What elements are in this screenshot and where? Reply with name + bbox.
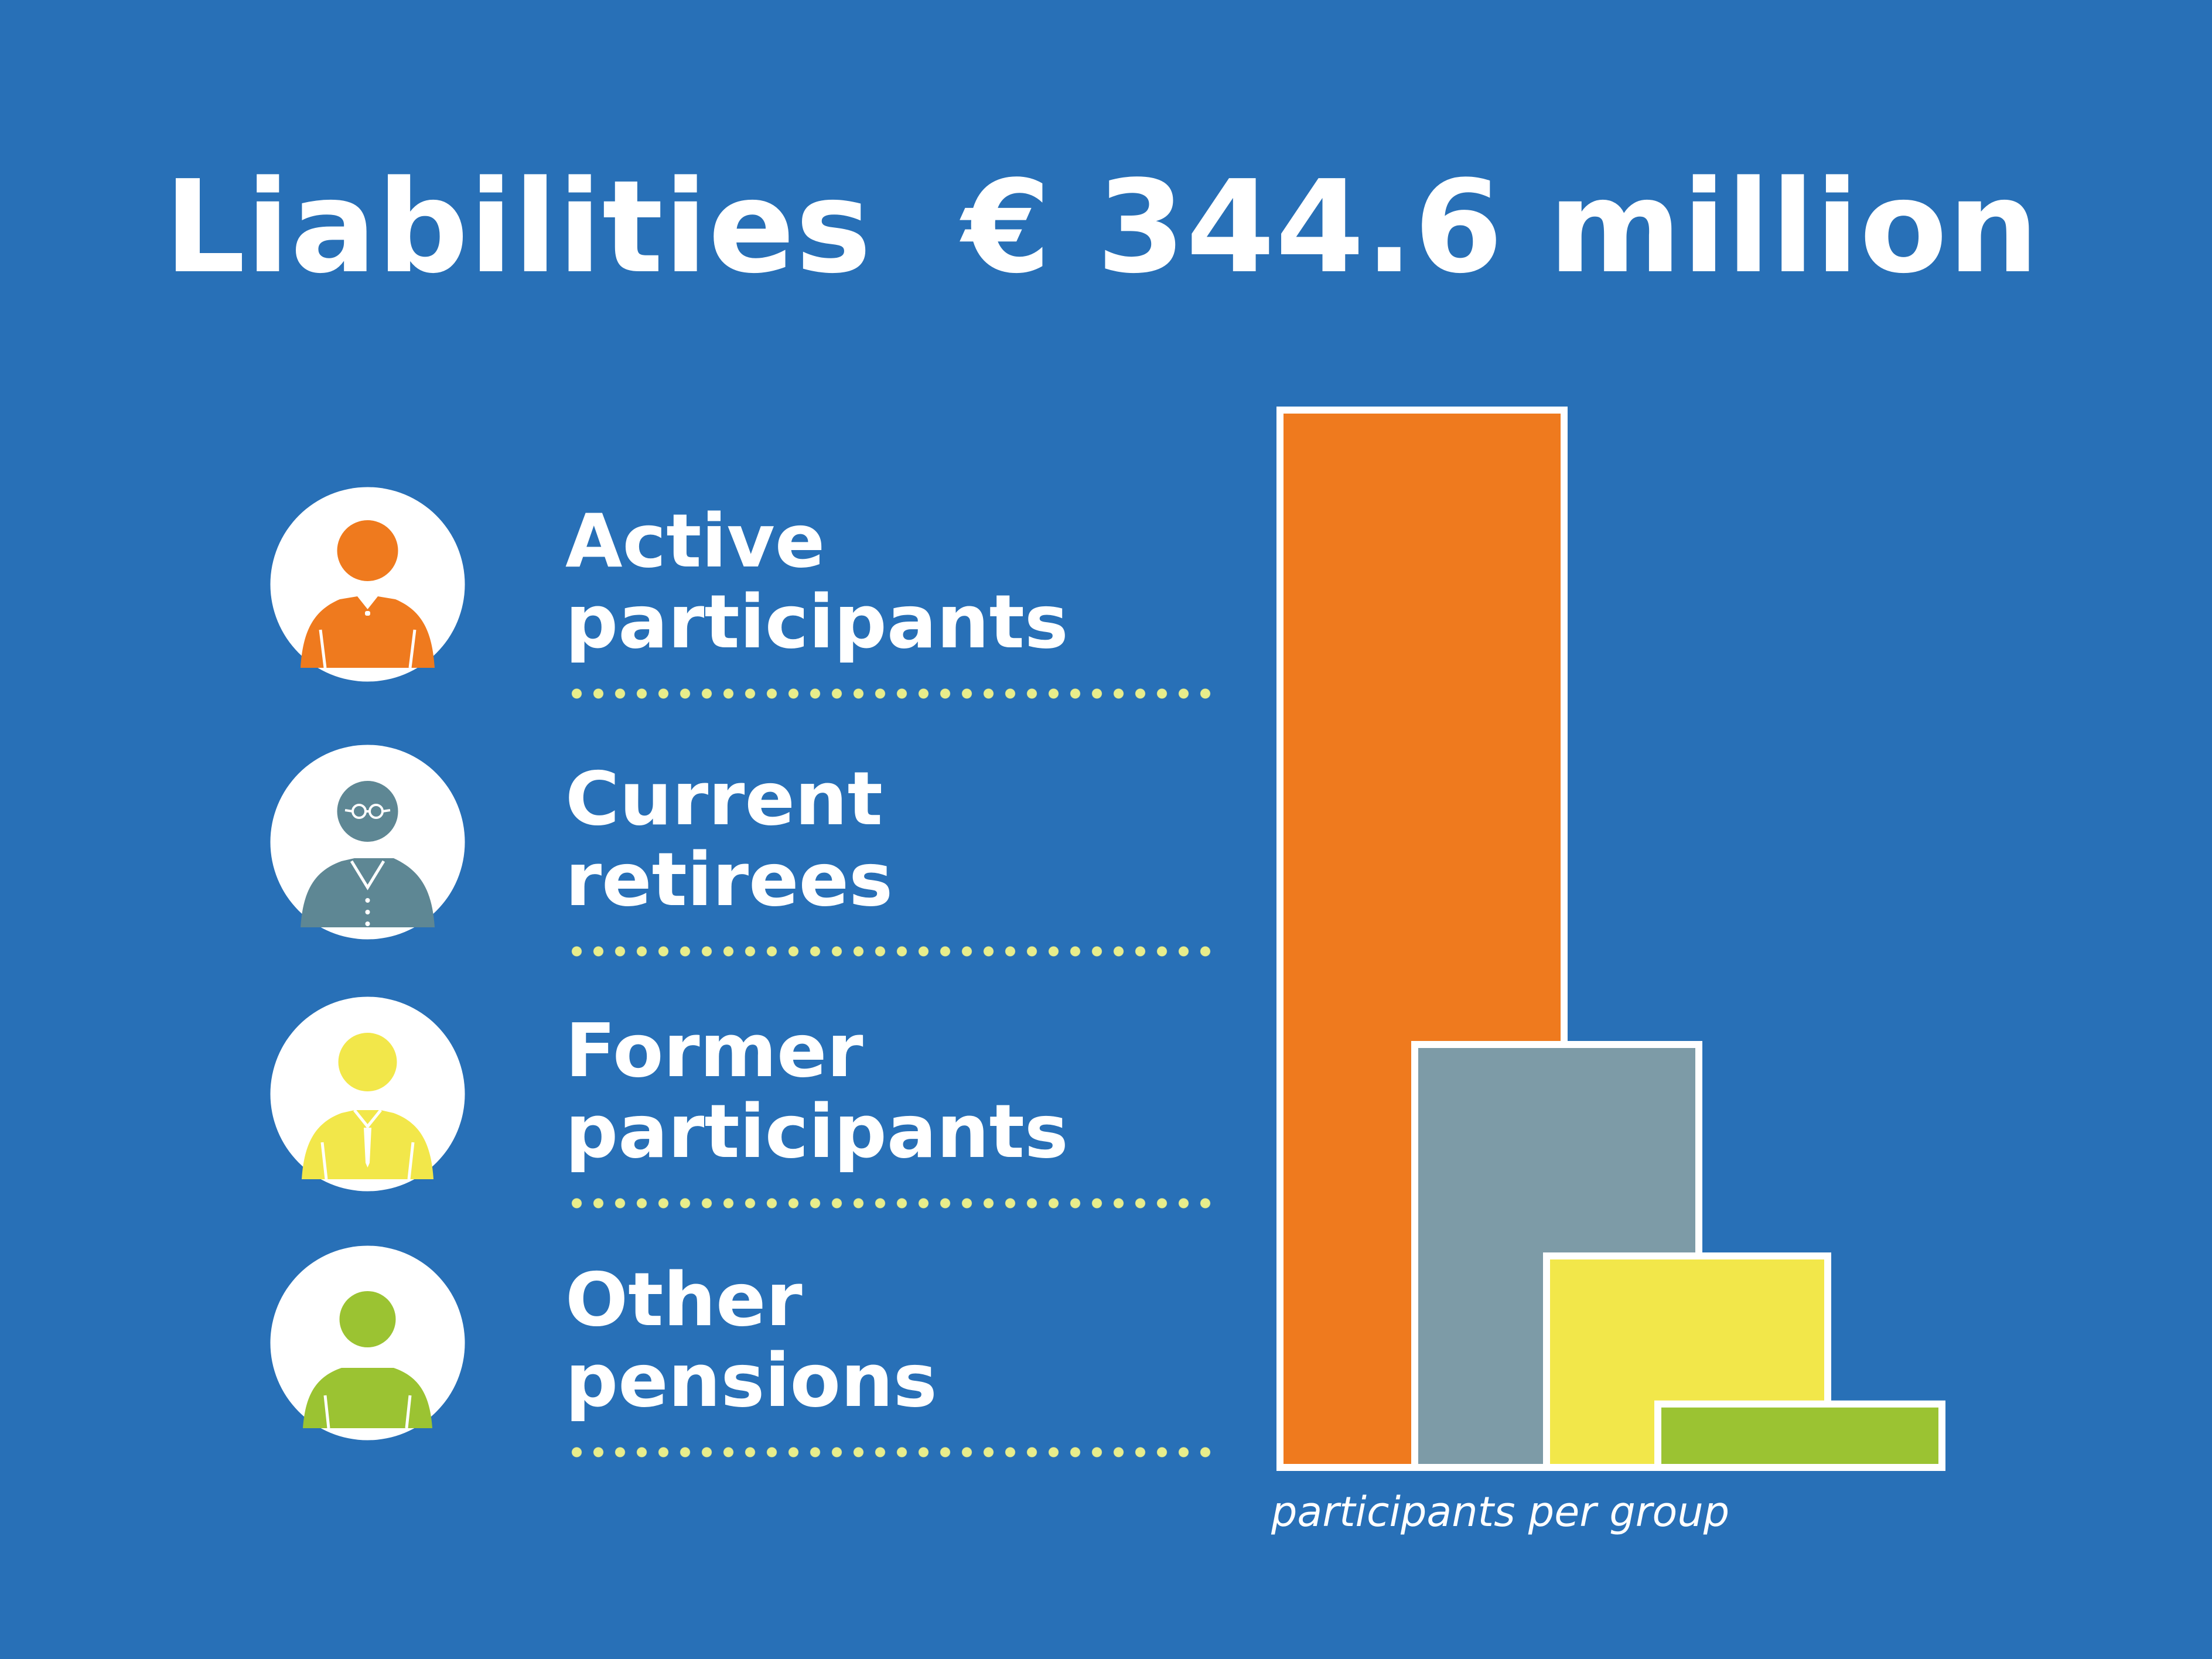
group-label-active: Active participants xyxy=(565,498,1069,665)
group-row-retirees: Current retirees xyxy=(0,741,1230,975)
active-participant-icon xyxy=(267,483,469,685)
other-pension-icon xyxy=(267,1242,469,1444)
group-label-former: Former participants xyxy=(565,1008,1069,1175)
page-title: Liabilities € 344.6 million xyxy=(164,153,2040,302)
group-label-retirees: Current retirees xyxy=(565,756,893,923)
former-participant-icon xyxy=(267,993,469,1195)
group-row-other: Other pensions xyxy=(0,1242,1230,1476)
retiree-icon xyxy=(267,741,469,943)
group-row-active: Active participants xyxy=(0,483,1230,718)
dotted-divider xyxy=(566,688,1216,699)
dotted-divider xyxy=(566,945,1216,957)
bar-other-pensions xyxy=(1654,1400,1945,1471)
group-row-former: Former participants xyxy=(0,993,1230,1227)
dotted-divider xyxy=(566,1446,1216,1458)
chart-x-axis-label: participants per group xyxy=(1271,1488,1730,1536)
group-label-other: Other pensions xyxy=(565,1257,937,1424)
dotted-divider xyxy=(566,1197,1216,1209)
